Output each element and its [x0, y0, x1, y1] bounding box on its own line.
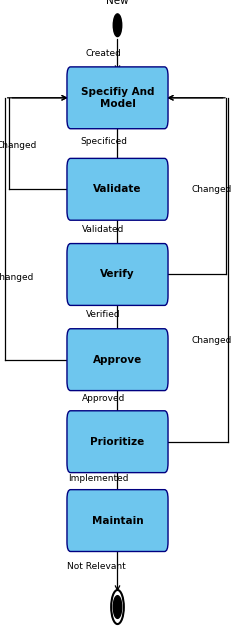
Text: Changed: Changed: [191, 336, 232, 345]
Circle shape: [111, 590, 124, 624]
Text: Validated: Validated: [82, 225, 125, 234]
Text: Approved: Approved: [82, 394, 125, 403]
Circle shape: [113, 596, 122, 618]
FancyBboxPatch shape: [67, 490, 168, 551]
Text: Verified: Verified: [86, 310, 121, 319]
Text: Changed: Changed: [0, 141, 37, 150]
Text: Not Relevant: Not Relevant: [67, 562, 126, 570]
Text: Implemented: Implemented: [68, 475, 129, 483]
Text: New: New: [106, 0, 129, 6]
FancyBboxPatch shape: [67, 158, 168, 220]
Text: Changed: Changed: [0, 273, 34, 282]
FancyBboxPatch shape: [67, 244, 168, 305]
Text: Changed: Changed: [191, 185, 232, 194]
Text: Prioritize: Prioritize: [90, 437, 145, 447]
Text: Maintain: Maintain: [92, 516, 143, 526]
Text: Specificed: Specificed: [80, 137, 127, 146]
Text: Validate: Validate: [93, 184, 142, 194]
FancyBboxPatch shape: [67, 411, 168, 473]
FancyBboxPatch shape: [67, 329, 168, 391]
Text: Specifiy And
Model: Specifiy And Model: [81, 87, 154, 109]
Circle shape: [113, 14, 122, 37]
Text: Created: Created: [86, 49, 121, 58]
Text: Approve: Approve: [93, 355, 142, 365]
FancyBboxPatch shape: [67, 67, 168, 129]
Text: Verify: Verify: [100, 269, 135, 280]
